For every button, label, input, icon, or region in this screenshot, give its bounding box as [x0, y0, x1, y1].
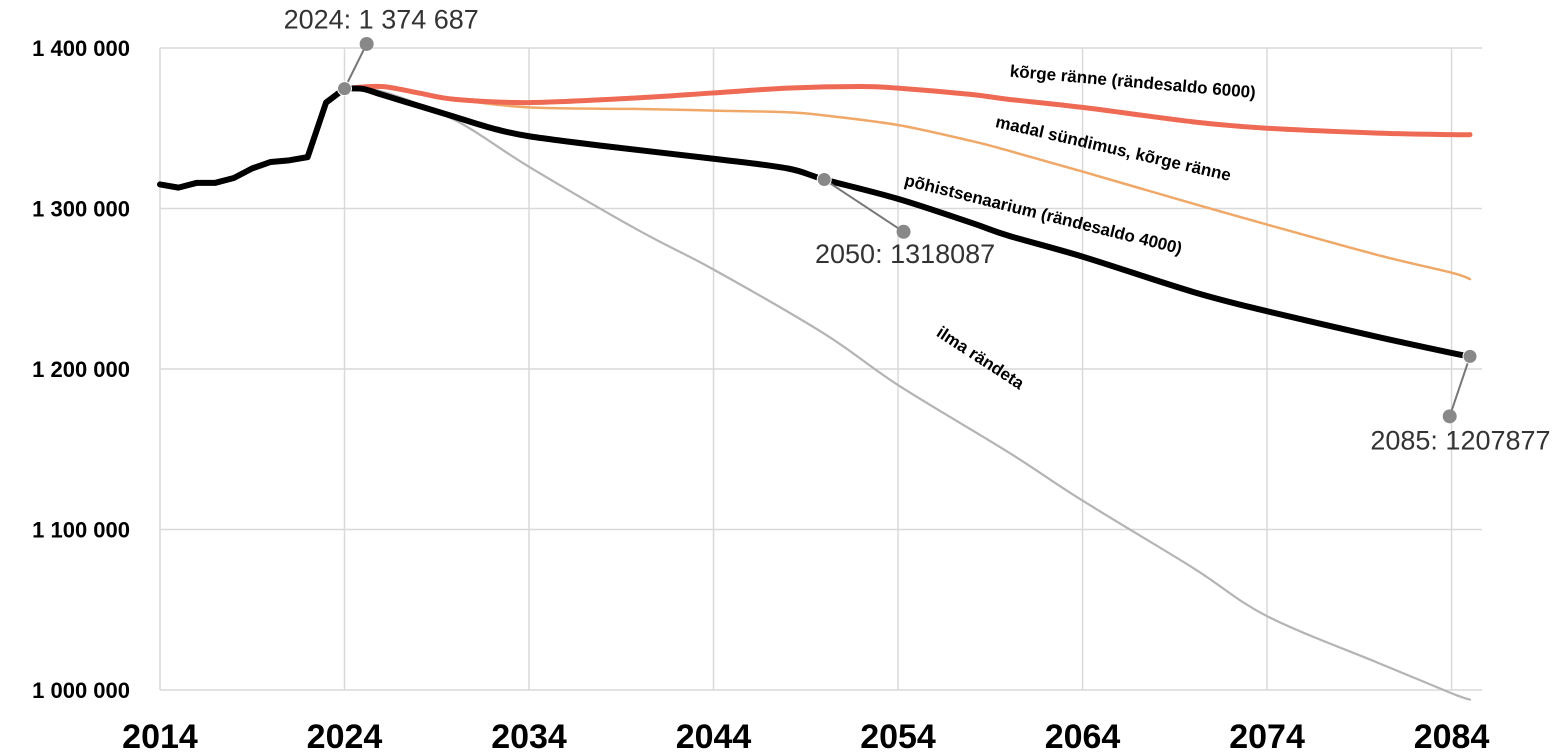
- annotation-leader: [343, 43, 368, 90]
- y-tick-label: 1 300 000: [32, 197, 130, 222]
- annotation-leader: [823, 178, 905, 233]
- x-tick-label: 2034: [491, 718, 567, 754]
- annotation-label: 2085: 1207877: [1370, 425, 1550, 455]
- annotation-end-marker: [1442, 409, 1457, 424]
- x-tick-label: 2084: [1414, 718, 1490, 754]
- x-tick-label: 2044: [676, 718, 752, 754]
- series-label: kõrge ränne (rändesaldo 6000): [1009, 62, 1256, 102]
- annotation-end-marker: [896, 224, 911, 239]
- series-label: ilma rändeta: [933, 323, 1028, 394]
- y-tick-label: 1 400 000: [32, 36, 130, 61]
- grid-lines: [159, 47, 1482, 691]
- annotation-point-marker: [816, 171, 832, 187]
- annotation-point-marker: [1462, 348, 1478, 364]
- y-tick-label: 1 100 000: [32, 518, 130, 543]
- y-tick-label: 1 200 000: [32, 357, 130, 382]
- x-axis-ticks: 2014 2024 2034 2044 2054 2064 2074 2084: [122, 718, 1489, 754]
- annotation-point-marker: [337, 81, 353, 97]
- series-line-ilma-randeta: [343, 87, 1472, 701]
- annotation-end-marker: [359, 36, 374, 51]
- y-axis-ticks: 1 000 000 1 100 000 1 200 000 1 300 000 1 40…: [32, 36, 130, 703]
- x-tick-label: 2014: [122, 718, 198, 754]
- annotation-leader: [1448, 356, 1471, 417]
- x-tick-label: 2064: [1045, 718, 1121, 754]
- y-tick-label: 1 000 000: [32, 678, 130, 703]
- x-tick-label: 2054: [860, 718, 936, 754]
- x-tick-label: 2074: [1229, 718, 1305, 754]
- annotations: 2024: 1 374 687 2050: 1318087 2085: 120787…: [284, 5, 1551, 456]
- x-tick-label: 2024: [307, 718, 383, 754]
- annotation-label: 2024: 1 374 687: [284, 5, 479, 35]
- series-line-pohistsenaarium: [157, 85, 1473, 360]
- annotation-label: 2050: 1318087: [815, 239, 995, 269]
- series-lines: [157, 83, 1473, 701]
- series-line-korge-ranne: [342, 83, 1473, 138]
- series-labels: kõrge ränne (rändesaldo 6000)madal sündi…: [903, 62, 1257, 394]
